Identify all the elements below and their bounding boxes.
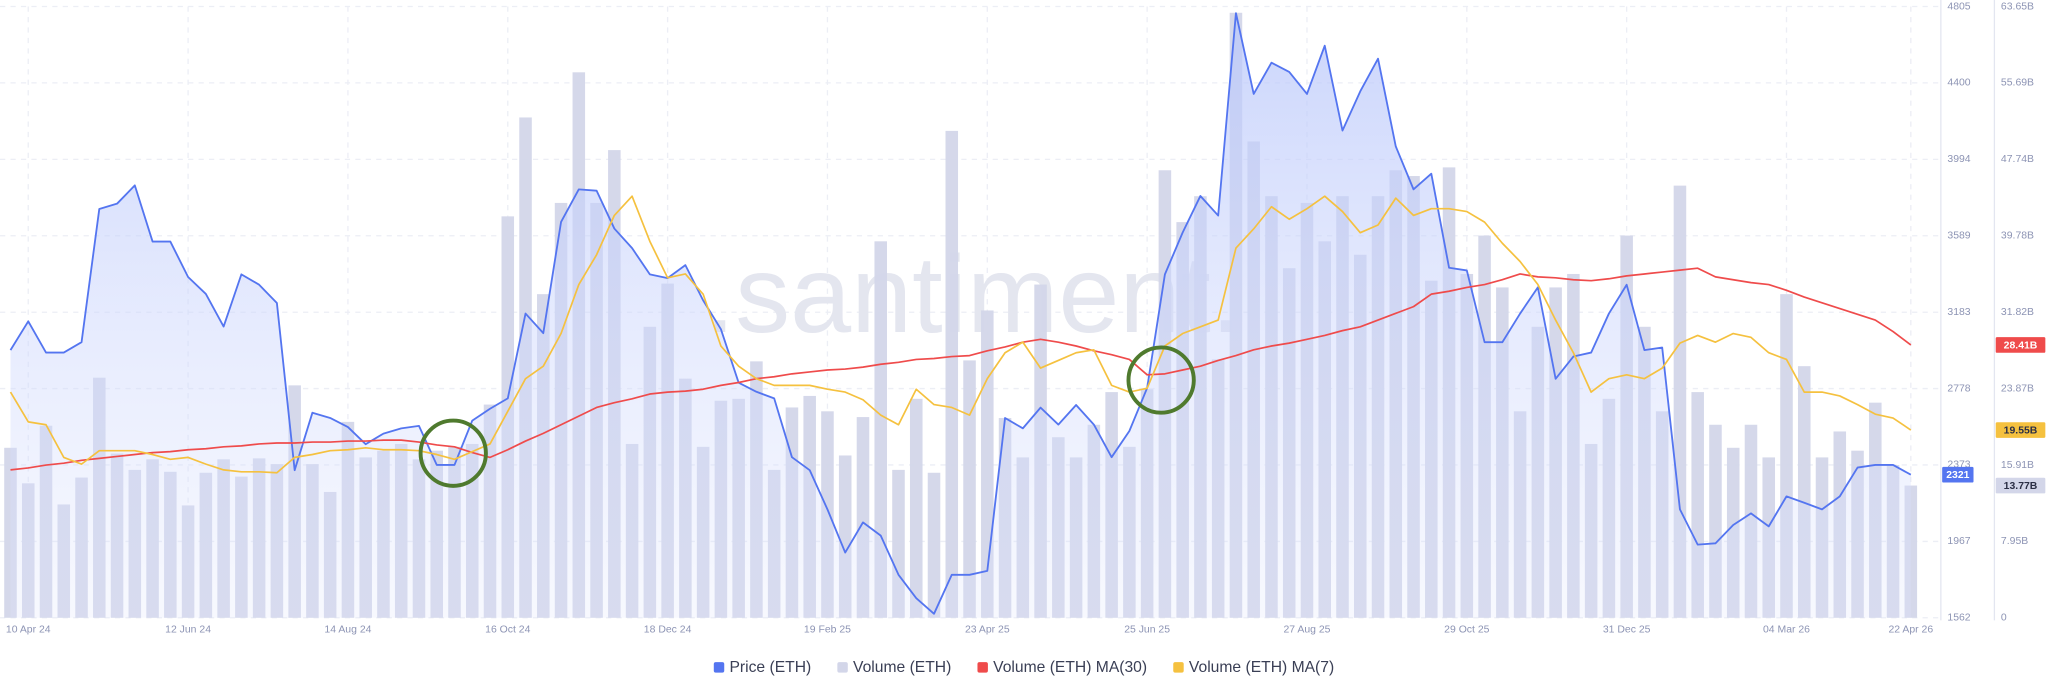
x-tick-label: 25 Jun 25 (1124, 624, 1170, 635)
y-tick-label: 3994 (1947, 154, 1970, 165)
y-tick-label: 3589 (1947, 230, 1970, 241)
y2-tick-label: 63.65B (2001, 1, 2034, 12)
y-tick-label: 4400 (1947, 78, 1970, 89)
legend: Price (ETH) Volume (ETH) Volume (ETH) MA(3… (713, 659, 1334, 676)
y-tick-label: 4805 (1947, 1, 1970, 12)
y-tick-label: 2373 (1947, 460, 1970, 471)
y2-tick-label: 0 (2001, 613, 2007, 624)
y2-tick-label: 31.82B (2001, 307, 2034, 318)
value-badge (1995, 477, 2046, 494)
x-tick-label: 14 Aug 24 (324, 624, 371, 635)
y-tick-label: 3183 (1947, 307, 1970, 318)
y2-tick-label: 47.74B (2001, 154, 2034, 165)
value-badge-label: 28.41B (2004, 340, 2038, 351)
volume-bar (945, 130, 959, 618)
value-badge-label: 2321 (1946, 470, 1969, 481)
highlight-circle (418, 418, 488, 488)
value-badge (1995, 422, 2046, 438)
ma-line (9, 195, 1912, 474)
x-tick-label: 19 Feb 25 (804, 624, 851, 635)
value-badge (1995, 337, 2046, 353)
x-tick-label: 29 Oct 25 (1444, 624, 1489, 635)
legend-label: Volume (ETH) MA(30) (993, 659, 1147, 676)
price-line (9, 12, 1912, 615)
legend-label: Volume (ETH) MA(7) (1189, 659, 1334, 676)
y-tick-label: 2778 (1947, 383, 1970, 394)
x-tick-label: 16 Oct 24 (485, 624, 530, 635)
y2-tick-label: 15.91B (2001, 460, 2034, 471)
legend-swatch (837, 662, 848, 673)
volume-bar (909, 398, 923, 618)
x-tick-label: 18 Dec 24 (644, 624, 692, 635)
legend-label: Volume (ETH) (853, 659, 951, 676)
y-tick-label: 1967 (1947, 536, 1970, 547)
axes-layer: 1562 1967 2373 2778 3183 3589 3994 4400 4805 0 7.9… (6, 1, 2046, 635)
x-tick-label: 31 Dec 25 (1603, 624, 1651, 635)
legend-swatch (977, 662, 988, 673)
volume-bar (927, 472, 941, 618)
value-badge (1942, 466, 1974, 483)
x-tick-label: 22 Apr 26 (1888, 624, 1933, 635)
y2-tick-label: 55.69B (2001, 78, 2034, 89)
x-tick-label: 04 Mar 26 (1763, 624, 1810, 635)
legend-swatch (713, 662, 725, 673)
volume-bar (874, 241, 888, 618)
lines-layer (9, 12, 1912, 615)
area-layer (10, 13, 1911, 618)
volume-bar (963, 360, 976, 618)
price-area (10, 13, 1911, 618)
y-tick-label: 1562 (1947, 613, 1970, 624)
x-tick-label: 23 Apr 25 (965, 624, 1010, 635)
x-tick-label: 10 Apr 24 (6, 624, 51, 635)
y2-tick-label: 39.78B (2001, 231, 2034, 242)
value-badge-label: 19.55B (2004, 425, 2038, 436)
legend-swatch (1173, 662, 1184, 673)
value-badge-label: 13.77B (2004, 481, 2038, 492)
highlight-circle (1126, 345, 1196, 415)
y2-tick-label: 7.95B (2001, 536, 2028, 547)
x-tick-label: 27 Aug 25 (1283, 624, 1330, 635)
y2-tick-label: 23.87B (2001, 383, 2034, 394)
watermark: .santiment. (705, 234, 1241, 356)
legend-label: Price (ETH) (729, 659, 811, 676)
x-tick-label: 12 Jun 24 (165, 624, 211, 635)
ma-line (10, 267, 1912, 471)
